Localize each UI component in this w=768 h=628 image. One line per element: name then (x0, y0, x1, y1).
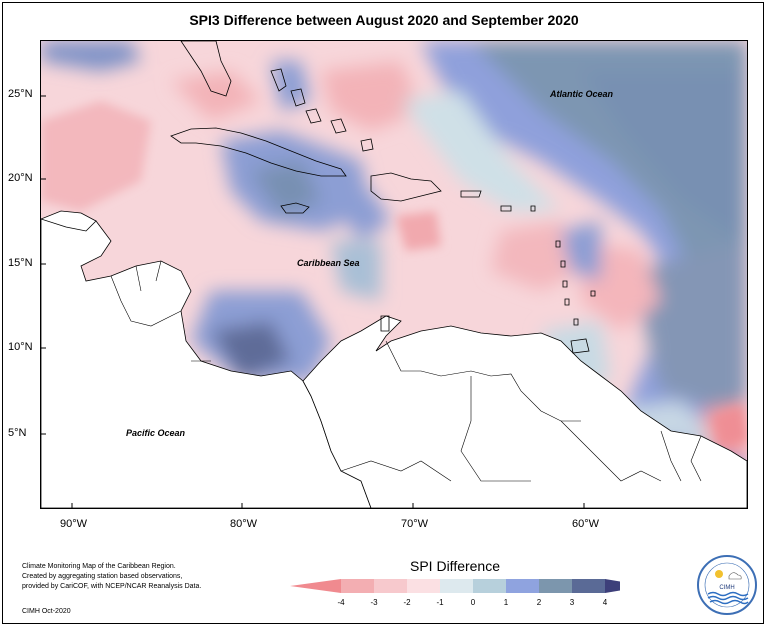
lon-label-60: 60°W (572, 518, 600, 530)
spi-map (41, 41, 747, 508)
legend-swatch (539, 579, 572, 593)
legend-swatch (440, 579, 473, 593)
legend-colorbar: -4 -3 -2 -1 0 1 2 3 4 (290, 579, 620, 607)
credit-line-3: provided by CariCOF, with NCEP/NCAR Rean… (22, 583, 202, 590)
cimh-logo: CIMH (697, 555, 757, 615)
map-panel: Atlantic Ocean Caribbean Sea Pacific Oce… (40, 40, 748, 509)
legend-tick-label: 4 (603, 598, 608, 607)
legend-swatch (374, 579, 407, 593)
legend-swatch (473, 579, 506, 593)
legend-swatch (572, 579, 605, 593)
legend-swatch-low-arrow (290, 579, 341, 593)
caribbean-sea-label: Caribbean Sea (297, 258, 360, 268)
map-title: SPI3 Difference between August 2020 and … (189, 12, 579, 28)
legend-tick-label: -2 (403, 598, 411, 607)
legend-tick-label: 3 (570, 598, 575, 607)
legend-tick-label: -4 (337, 598, 345, 607)
credit-date: CIMH Oct-2020 (22, 608, 71, 615)
legend-tick-label: 0 (471, 598, 476, 607)
legend-tick-label: 2 (537, 598, 542, 607)
lat-label-15: 15°N (8, 257, 33, 269)
lon-label-90: 90°W (60, 518, 88, 530)
legend-swatch-high-arrow (605, 579, 620, 593)
legend-swatch (506, 579, 539, 593)
legend-tick-label: 1 (504, 598, 509, 607)
atlantic-ocean-label: Atlantic Ocean (550, 89, 614, 99)
lat-label-5: 5°N (8, 427, 27, 439)
credit-line-2: Created by aggregating station based obs… (22, 573, 183, 580)
legend-swatch (341, 579, 374, 593)
logo-text: CIMH (719, 585, 734, 591)
lon-label-80: 80°W (230, 518, 258, 530)
credit-line-1: Climate Monitoring Map of the Caribbean … (22, 563, 176, 570)
legend-title: SPI Difference (410, 558, 501, 574)
lat-label-20: 20°N (8, 172, 33, 184)
lat-label-25: 25°N (8, 88, 33, 100)
credit-text: Climate Monitoring Map of the Caribbean … (22, 562, 222, 592)
lon-label-70: 70°W (401, 518, 429, 530)
legend-tick-label: -3 (370, 598, 378, 607)
lat-label-10: 10°N (8, 341, 33, 353)
pacific-ocean-label: Pacific Ocean (126, 428, 186, 438)
legend-swatch (407, 579, 440, 593)
legend-tick-label: -1 (436, 598, 444, 607)
